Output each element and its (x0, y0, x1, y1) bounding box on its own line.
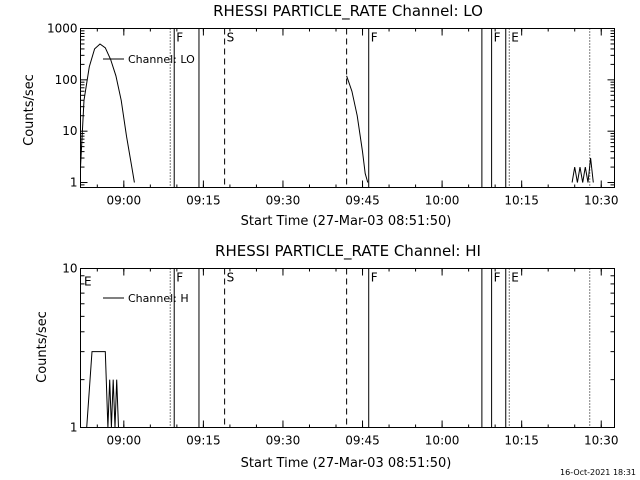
panel-hi-xlabel: Start Time (27-Mar-03 08:51:50) (241, 456, 452, 471)
data-series-line (571, 157, 594, 183)
x-tick-label: 09:15 (186, 194, 221, 208)
event-marker-label: E (511, 31, 519, 45)
x-tick-label: 09:45 (345, 194, 380, 208)
y-tick-label: 10 (62, 262, 77, 276)
panel-lo-legend: Channel: LO (103, 53, 195, 66)
y-tick-label: 1 (70, 421, 78, 435)
event-marker-label: E (511, 271, 519, 285)
panel-lo-ylabel: Counts/sec (22, 74, 37, 146)
panel-hi-ylabel: Counts/sec (35, 311, 50, 383)
panel-lo-ticks: 09:00 09:15 09:30 09:45 10:00 10:15 10:30 1 10 10… (47, 22, 619, 208)
x-tick-label: 10:00 (425, 434, 460, 448)
data-series-line (80, 43, 135, 183)
x-tick-label: 10:30 (584, 434, 619, 448)
event-flag-label: E (84, 275, 92, 289)
data-series-line (346, 75, 369, 183)
x-tick-label: 10:15 (504, 434, 539, 448)
event-marker-label: S (227, 31, 235, 45)
data-series-line (86, 351, 119, 428)
y-tick-label: 100 (55, 73, 78, 87)
panel-hi-markers: F S F F EE (84, 268, 591, 428)
y-tick-label: 1 (70, 176, 78, 190)
event-marker-label: F (494, 31, 501, 45)
x-tick-label: 09:00 (107, 434, 142, 448)
panel-hi-frame (80, 268, 615, 428)
panel-lo: RHESSI PARTICLE_RATE Channel: LO Start T… (22, 2, 619, 229)
y-tick-label: 10 (62, 124, 77, 138)
event-marker-label: S (227, 271, 235, 285)
event-marker-label: F (176, 31, 183, 45)
x-tick-label: 09:30 (266, 194, 301, 208)
panel-hi-ticks: 09:00 09:15 09:30 09:45 10:00 10:15 10:30 1 10 (62, 262, 618, 448)
panel-hi-title: RHESSI PARTICLE_RATE Channel: HI (215, 242, 481, 261)
x-tick-label: 10:00 (425, 194, 460, 208)
event-marker-label: F (371, 271, 378, 285)
event-marker-label: F (176, 271, 183, 285)
x-tick-label: 09:15 (186, 434, 221, 448)
panel-lo-title: RHESSI PARTICLE_RATE Channel: LO (213, 2, 483, 21)
x-tick-label: 09:45 (345, 434, 380, 448)
panel-lo-xlabel: Start Time (27-Mar-03 08:51:50) (241, 214, 452, 229)
legend-label: Channel: LO (128, 53, 195, 66)
x-tick-label: 10:30 (584, 194, 619, 208)
event-marker-label: F (371, 31, 378, 45)
x-tick-label: 10:15 (504, 194, 539, 208)
legend-label: Channel: H (128, 292, 189, 305)
y-tick-label: 1000 (47, 22, 78, 36)
panel-lo-series (80, 43, 594, 183)
panel-hi: RHESSI PARTICLE_RATE Channel: HI Start T… (35, 242, 619, 471)
x-tick-label: 09:30 (266, 434, 301, 448)
panel-hi-series (86, 351, 119, 428)
panel-hi-legend: Channel: H (103, 292, 189, 305)
timestamp: 16-Oct-2021 18:31 (560, 468, 636, 477)
panel-lo-frame (80, 28, 615, 188)
x-tick-label: 09:00 (107, 194, 142, 208)
event-marker-label: F (494, 271, 501, 285)
